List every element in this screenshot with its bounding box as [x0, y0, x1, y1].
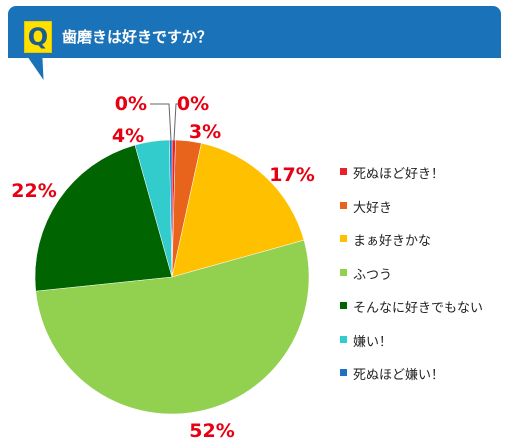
chart-legend: 死ぬほど好き！ 大好きまぁ好きかな ふつうそんなに好きでもない 嫌い！ 死ぬほど嫌い！ — [340, 163, 483, 398]
legend-swatch — [340, 335, 347, 343]
pie-slice-3 — [171, 142, 305, 278]
leader-line-1 — [150, 103, 172, 141]
data-label-1: 0% — [115, 93, 147, 115]
data-label-7: 0% — [177, 93, 209, 115]
legend-item-4: ふつう — [340, 264, 483, 298]
legend-item-6: 嫌い！ — [340, 331, 483, 365]
q-badge-icon: Q — [24, 21, 52, 53]
legend-swatch — [340, 369, 347, 376]
legend-label: 嫌い！ — [353, 334, 393, 350]
question-text: 歯磨きは好きですか？ — [62, 28, 213, 46]
legend-label: 死ぬほど好き！ — [353, 167, 445, 182]
legend-swatch — [340, 168, 347, 175]
pie-chart: 0% 3% 17% 52% 22% 4% 0% — [11, 93, 314, 442]
legend-item-5: そんなに好きでもない — [340, 297, 483, 331]
question-header: Q 歯磨きは好きですか？ — [8, 6, 501, 58]
legend-label: 大好き — [353, 200, 393, 216]
legend-label: ふつう — [353, 267, 393, 283]
legend-swatch — [340, 302, 347, 309]
pie-slice-5 — [34, 144, 173, 292]
data-label-5: 22% — [11, 180, 56, 202]
legend-item-3: まぁ好きかな — [340, 230, 483, 264]
data-label-2: 3% — [189, 121, 221, 143]
legend-swatch — [340, 201, 347, 209]
legend-item-7: 死ぬほど嫌い！ — [340, 364, 483, 398]
data-label-4: 52% — [189, 420, 234, 442]
legend-label: まぁ好きかな — [353, 234, 432, 249]
legend-label: 死ぬほど嫌い！ — [353, 368, 445, 383]
data-label-6: 4% — [112, 125, 144, 147]
legend-item-1: 死ぬほど好き！ — [340, 163, 483, 197]
leader-line-7 — [173, 103, 178, 141]
data-label-3: 17% — [269, 164, 314, 186]
legend-item-2: 大好き — [340, 197, 483, 231]
pie-slice-4 — [35, 239, 310, 415]
legend-swatch — [340, 235, 347, 242]
legend-swatch — [340, 268, 347, 276]
legend-label: そんなに好きでもない — [353, 301, 484, 316]
